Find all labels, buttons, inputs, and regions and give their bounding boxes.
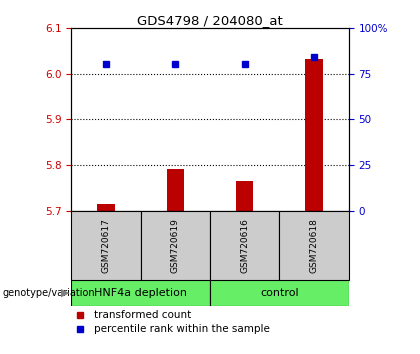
Bar (210, 280, 349, 306)
Bar (236, 181, 253, 211)
Bar (210, 211, 279, 280)
Bar (71, 211, 141, 280)
Text: GSM720617: GSM720617 (102, 218, 110, 273)
Text: genotype/variation: genotype/variation (2, 288, 95, 298)
Text: percentile rank within the sample: percentile rank within the sample (94, 324, 270, 334)
Text: GSM720616: GSM720616 (240, 218, 249, 273)
Text: HNF4a depletion: HNF4a depletion (94, 288, 187, 298)
Bar (279, 211, 349, 280)
Text: transformed count: transformed count (94, 310, 191, 320)
Bar (97, 204, 115, 211)
Bar (71, 280, 210, 306)
Text: GSM720618: GSM720618 (310, 218, 318, 273)
Bar (167, 169, 184, 211)
Title: GDS4798 / 204080_at: GDS4798 / 204080_at (137, 14, 283, 27)
Text: GSM720619: GSM720619 (171, 218, 180, 273)
Text: ▶: ▶ (61, 288, 69, 298)
Bar (141, 211, 210, 280)
Bar (305, 59, 323, 211)
Text: control: control (260, 288, 299, 298)
